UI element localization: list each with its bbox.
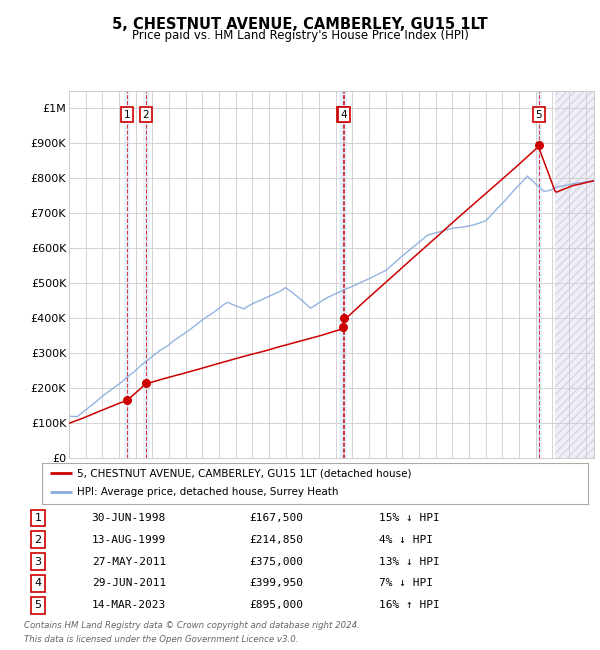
Text: 4: 4 — [341, 110, 347, 120]
Text: 13% ↓ HPI: 13% ↓ HPI — [379, 556, 440, 567]
Text: 5: 5 — [35, 601, 41, 610]
Text: 7% ↓ HPI: 7% ↓ HPI — [379, 578, 433, 588]
Text: 14-MAR-2023: 14-MAR-2023 — [92, 601, 166, 610]
Text: 27-MAY-2011: 27-MAY-2011 — [92, 556, 166, 567]
Text: £399,950: £399,950 — [250, 578, 304, 588]
Text: £895,000: £895,000 — [250, 601, 304, 610]
Text: 15% ↓ HPI: 15% ↓ HPI — [379, 513, 440, 523]
Text: 13-AUG-1999: 13-AUG-1999 — [92, 535, 166, 545]
Text: 2: 2 — [35, 535, 41, 545]
Text: £375,000: £375,000 — [250, 556, 304, 567]
Text: This data is licensed under the Open Government Licence v3.0.: This data is licensed under the Open Gov… — [24, 634, 299, 644]
Text: 30-JUN-1998: 30-JUN-1998 — [92, 513, 166, 523]
Bar — [340, 91, 346, 458]
Text: 5, CHESTNUT AVENUE, CAMBERLEY, GU15 1LT: 5, CHESTNUT AVENUE, CAMBERLEY, GU15 1LT — [112, 17, 488, 32]
Text: 3: 3 — [35, 556, 41, 567]
Bar — [555, 91, 594, 458]
Text: 4: 4 — [35, 578, 41, 588]
Text: 2: 2 — [143, 110, 149, 120]
Text: 29-JUN-2011: 29-JUN-2011 — [92, 578, 166, 588]
Text: 1: 1 — [35, 513, 41, 523]
Text: 16% ↑ HPI: 16% ↑ HPI — [379, 601, 440, 610]
Text: 5: 5 — [536, 110, 542, 120]
Text: Contains HM Land Registry data © Crown copyright and database right 2024.: Contains HM Land Registry data © Crown c… — [24, 621, 360, 630]
Bar — [536, 91, 542, 458]
Text: £167,500: £167,500 — [250, 513, 304, 523]
Bar — [143, 91, 149, 458]
Text: £214,850: £214,850 — [250, 535, 304, 545]
Bar — [341, 91, 347, 458]
Bar — [124, 91, 130, 458]
Text: 1: 1 — [124, 110, 131, 120]
Text: 3: 3 — [339, 110, 346, 120]
Text: 4% ↓ HPI: 4% ↓ HPI — [379, 535, 433, 545]
Text: HPI: Average price, detached house, Surrey Heath: HPI: Average price, detached house, Surr… — [77, 488, 339, 497]
Text: 5, CHESTNUT AVENUE, CAMBERLEY, GU15 1LT (detached house): 5, CHESTNUT AVENUE, CAMBERLEY, GU15 1LT … — [77, 468, 412, 478]
Text: Price paid vs. HM Land Registry's House Price Index (HPI): Price paid vs. HM Land Registry's House … — [131, 29, 469, 42]
